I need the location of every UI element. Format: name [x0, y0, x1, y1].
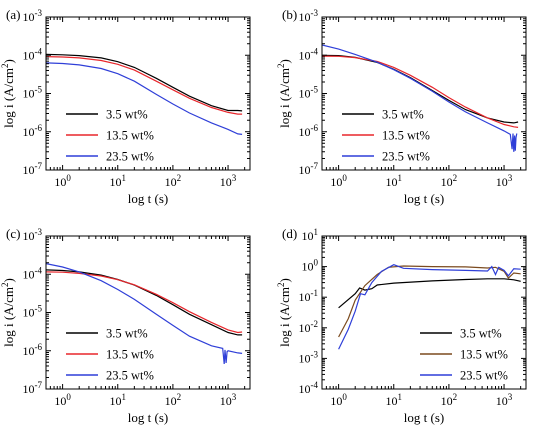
y-tick-label: 10-5: [23, 304, 43, 320]
series-line-1: [46, 53, 243, 112]
legend-label: 3.5 wt%: [460, 327, 502, 341]
panel-label: (d): [282, 226, 297, 241]
x-tick-label: 100: [54, 392, 71, 408]
legend: 3.5 wt% 13.5 wt% 23.5 wt%: [420, 327, 508, 383]
legend-label: 3.5 wt%: [106, 327, 148, 341]
y-axis-label: log i (A/cm2): [276, 278, 292, 347]
series-line-3: [338, 264, 521, 350]
y-tick-label: 100: [302, 258, 319, 274]
x-tick-label: 101: [386, 173, 403, 189]
legend: 3.5 wt% 13.5 wt% 23.5 wt%: [66, 327, 154, 383]
series-line-1: [46, 269, 243, 336]
legend-label: 13.5 wt%: [382, 129, 430, 143]
legend: 3.5 wt% 13.5 wt% 23.5 wt%: [66, 108, 154, 164]
series-line-2: [46, 56, 243, 115]
y-tick-label: 10-2: [299, 319, 319, 335]
panel-b: 100 101 102 103 10-7 10-6 10-5 10-4 10-3 log t (s…: [276, 7, 527, 206]
y-tick-label: 10-6: [299, 123, 319, 139]
x-tick-label: 100: [54, 173, 71, 189]
series-line-2: [46, 271, 243, 334]
x-tick-label: 103: [220, 392, 237, 408]
legend-label: 13.5 wt%: [460, 348, 508, 362]
legend-label: 23.5 wt%: [460, 369, 508, 383]
y-tick-label: 10-4: [299, 380, 319, 396]
y-tick-label: 10-3: [23, 227, 43, 243]
x-axis-label: log t (s): [404, 410, 444, 425]
panel-label: (c): [6, 226, 20, 241]
y-tick-label: 10-7: [299, 161, 319, 177]
series-line-2: [322, 55, 519, 128]
y-axis-label: log i (A/cm2): [0, 59, 16, 128]
plot-frame: [45, 235, 251, 390]
series-line-3: [46, 263, 243, 365]
x-tick-label: 103: [496, 392, 513, 408]
x-tick-label: 100: [330, 392, 347, 408]
legend-label: 13.5 wt%: [106, 129, 154, 143]
y-tick-label: 10-1: [299, 288, 319, 304]
y-tick-label: 10-5: [299, 85, 319, 101]
y-tick-label: 10-6: [23, 123, 43, 139]
y-tick-label: 10-4: [23, 46, 43, 62]
plot-frame: [321, 235, 527, 390]
y-tick-label: 10-3: [23, 8, 43, 24]
series-line-3: [322, 44, 518, 152]
legend-label: 23.5 wt%: [106, 150, 154, 164]
panel-c: 100 101 102 103 10-7 10-6 10-5 10-4 10-3 log t (s…: [0, 226, 251, 425]
series-line-2: [338, 265, 521, 338]
x-tick-label: 100: [330, 173, 347, 189]
plot-frame: [321, 16, 527, 171]
x-tick-label: 101: [386, 392, 403, 408]
y-tick-label: 10-7: [23, 380, 43, 396]
legend: 3.5 wt% 13.5 wt% 23.5 wt%: [342, 108, 430, 164]
legend-label: 23.5 wt%: [106, 369, 154, 383]
y-tick-label: 101: [302, 227, 319, 243]
x-axis-label: log t (s): [128, 410, 168, 425]
x-tick-label: 103: [496, 173, 513, 189]
x-tick-label: 103: [220, 173, 237, 189]
x-axis-label: log t (s): [404, 191, 444, 206]
legend-label: 13.5 wt%: [106, 348, 154, 362]
x-tick-label: 102: [165, 173, 182, 189]
plot-frame: [45, 16, 251, 171]
y-axis-label: log i (A/cm2): [0, 278, 16, 347]
y-tick-label: 10-4: [299, 46, 319, 62]
x-tick-label: 102: [441, 173, 458, 189]
x-tick-label: 102: [441, 392, 458, 408]
y-tick-label: 10-5: [23, 85, 43, 101]
y-axis-label: log i (A/cm2): [276, 59, 292, 128]
y-tick-label: 10-3: [299, 8, 319, 24]
x-tick-label: 101: [110, 392, 127, 408]
panel-a: 100 101 102 103 10-7 10-6 10-5 10-4 10-3 log t (s…: [0, 7, 251, 206]
y-tick-label: 10-6: [23, 342, 43, 358]
y-tick-label: 10-4: [23, 265, 43, 281]
x-axis-label: log t (s): [128, 191, 168, 206]
legend-label: 3.5 wt%: [382, 108, 424, 122]
x-tick-label: 102: [165, 392, 182, 408]
y-tick-label: 10-7: [23, 161, 43, 177]
legend-label: 3.5 wt%: [106, 108, 148, 122]
legend-label: 23.5 wt%: [382, 150, 430, 164]
panel-label: (a): [6, 7, 20, 22]
series-line-1: [338, 278, 521, 309]
panel-label: (b): [282, 7, 297, 22]
series-line-3: [46, 62, 243, 135]
x-tick-label: 101: [110, 173, 127, 189]
y-tick-label: 10-3: [299, 349, 319, 365]
